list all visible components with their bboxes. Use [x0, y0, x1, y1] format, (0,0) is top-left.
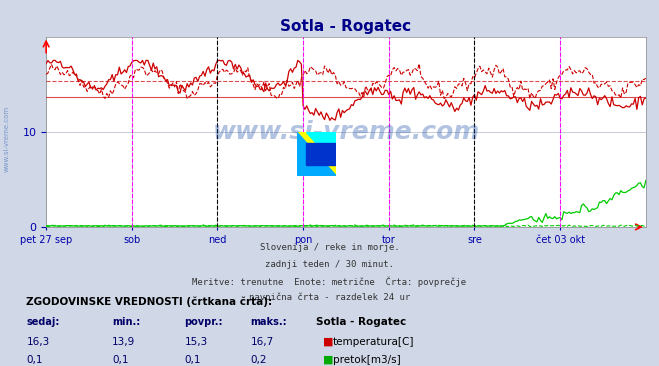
Text: min.:: min.:: [112, 317, 140, 326]
Text: 0,1: 0,1: [26, 355, 43, 365]
Text: sedaj:: sedaj:: [26, 317, 60, 326]
Text: Sotla - Rogatec: Sotla - Rogatec: [316, 317, 407, 326]
Polygon shape: [306, 132, 336, 165]
Text: ZGODOVINSKE VREDNOSTI (črtkana črta):: ZGODOVINSKE VREDNOSTI (črtkana črta):: [26, 296, 272, 307]
Text: www.si-vreme.com: www.si-vreme.com: [3, 106, 10, 172]
Text: maks.:: maks.:: [250, 317, 287, 326]
Polygon shape: [297, 132, 336, 176]
Text: temperatura[C]: temperatura[C]: [333, 337, 415, 347]
Text: ■: ■: [323, 355, 333, 365]
Text: Meritve: trenutne  Enote: metrične  Črta: povprečje: Meritve: trenutne Enote: metrične Črta: …: [192, 276, 467, 287]
Text: 16,3: 16,3: [26, 337, 49, 347]
Text: 0,1: 0,1: [112, 355, 129, 365]
Text: 0,2: 0,2: [250, 355, 267, 365]
Title: Sotla - Rogatec: Sotla - Rogatec: [281, 19, 411, 34]
Text: 0,1: 0,1: [185, 355, 201, 365]
Text: Slovenija / reke in morje.: Slovenija / reke in morje.: [260, 243, 399, 253]
Polygon shape: [297, 132, 336, 176]
Text: www.si-vreme.com: www.si-vreme.com: [212, 120, 480, 144]
Text: ■: ■: [323, 337, 333, 347]
Text: povpr.:: povpr.:: [185, 317, 223, 326]
Text: 13,9: 13,9: [112, 337, 135, 347]
Polygon shape: [306, 143, 336, 165]
Text: navpična črta - razdelek 24 ur: navpična črta - razdelek 24 ur: [249, 293, 410, 302]
Text: 16,7: 16,7: [250, 337, 273, 347]
Text: 15,3: 15,3: [185, 337, 208, 347]
Text: zadnji teden / 30 minut.: zadnji teden / 30 minut.: [265, 260, 394, 269]
Text: pretok[m3/s]: pretok[m3/s]: [333, 355, 401, 365]
